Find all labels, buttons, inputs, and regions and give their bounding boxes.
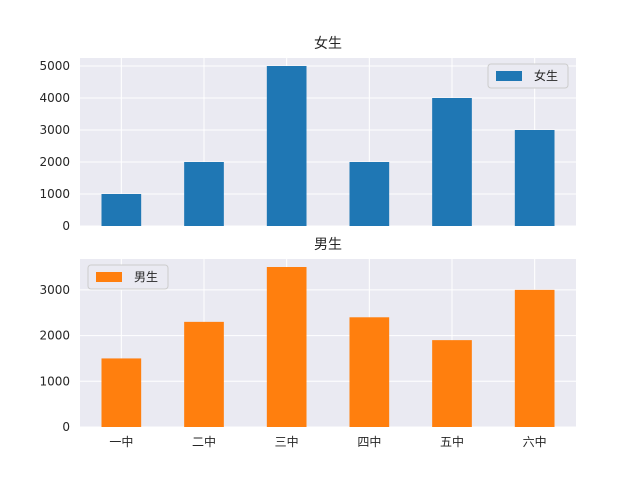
bar-一中 — [101, 358, 142, 427]
y-tick-label: 3000 — [39, 283, 70, 297]
y-tick-label: 2000 — [39, 155, 70, 169]
chart-title: 女生 — [314, 35, 342, 52]
chart-title: 男生 — [314, 237, 342, 253]
legend-swatch — [96, 272, 122, 282]
bar-六中 — [514, 289, 555, 427]
y-tick-label: 1000 — [39, 374, 70, 388]
legend-label: 女生 — [534, 68, 558, 83]
bar-三中 — [266, 66, 307, 226]
bar-二中 — [184, 321, 224, 427]
bar-六中 — [514, 130, 555, 226]
x-tick-label: 三中 — [275, 434, 299, 449]
x-tick-label: 四中 — [357, 434, 381, 449]
x-tick-label: 六中 — [523, 434, 547, 449]
bar-四中 — [349, 162, 390, 226]
y-tick-label: 3000 — [39, 123, 70, 137]
bar-四中 — [349, 317, 390, 427]
x-tick-label: 一中 — [109, 434, 133, 449]
legend-label: 男生 — [134, 270, 158, 284]
bar-三中 — [266, 267, 307, 427]
y-tick-label: 0 — [62, 219, 70, 233]
y-tick-label: 5000 — [39, 59, 70, 73]
y-tick-label: 2000 — [39, 329, 70, 343]
y-tick-label: 0 — [62, 420, 70, 434]
x-tick-label: 二中 — [192, 434, 216, 449]
y-tick-label: 4000 — [39, 91, 70, 105]
bar-二中 — [184, 162, 224, 226]
legend-box — [87, 264, 169, 290]
legend-box — [487, 63, 569, 89]
legend-swatch — [496, 71, 522, 81]
y-tick-label: 1000 — [39, 187, 70, 201]
x-tick-label: 五中 — [440, 434, 464, 449]
bar-五中 — [432, 340, 472, 427]
bar-五中 — [432, 98, 472, 226]
legend: 男生 — [87, 264, 169, 290]
legend: 女生 — [487, 63, 569, 89]
bar-一中 — [101, 194, 142, 226]
